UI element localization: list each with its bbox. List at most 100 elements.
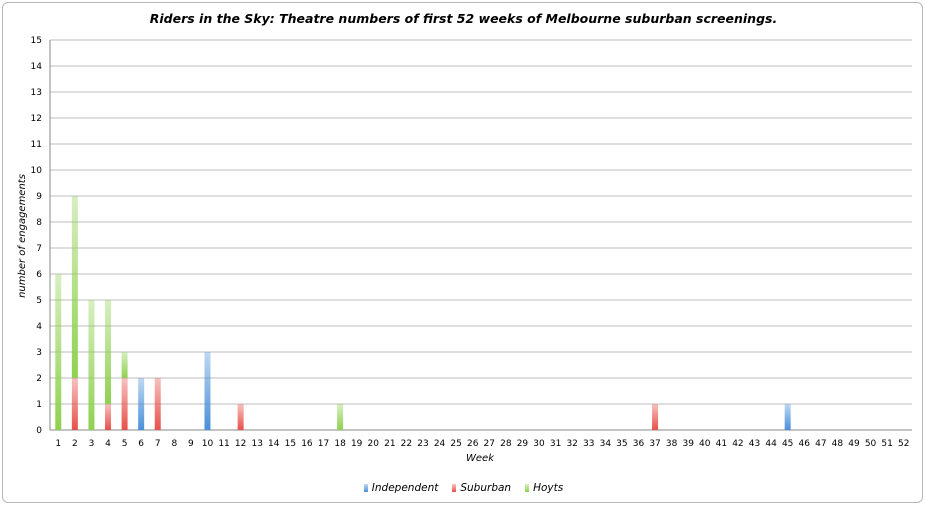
x-tick-label: 25 — [450, 439, 461, 449]
x-tick-label: 21 — [384, 439, 395, 449]
bars — [55, 196, 791, 430]
x-tick-label: 24 — [434, 439, 446, 449]
x-tick-label: 4 — [105, 439, 111, 449]
x-tick-label: 23 — [417, 439, 428, 449]
x-tick-label: 37 — [649, 439, 660, 449]
bar-hoyts-week-4 — [105, 300, 112, 404]
x-tick-label: 41 — [716, 439, 727, 449]
legend-item-hoyts: Hoyts — [525, 482, 563, 494]
x-tick-label: 27 — [484, 439, 495, 449]
x-tick-label: 6 — [138, 439, 144, 449]
x-tick-label: 2 — [72, 439, 78, 449]
x-tick-label: 13 — [251, 439, 262, 449]
y-tick-label: 5 — [36, 296, 42, 306]
y-tick-label: 12 — [31, 114, 42, 124]
y-tick-label: 10 — [31, 166, 43, 176]
x-tick-label: 35 — [616, 439, 627, 449]
y-tick-label: 2 — [36, 374, 42, 384]
bar-suburban-week-37 — [652, 404, 659, 430]
x-tick-label: 8 — [171, 439, 177, 449]
x-tick-label: 19 — [351, 439, 363, 449]
x-tick-label: 50 — [865, 439, 877, 449]
x-tick-label: 22 — [401, 439, 412, 449]
x-tick-label: 46 — [799, 439, 811, 449]
y-tick-label: 0 — [36, 426, 42, 436]
x-tick-label: 17 — [318, 439, 329, 449]
x-tick-label: 34 — [600, 439, 612, 449]
chart-title: Riders in the Sky: Theatre numbers of fi… — [149, 11, 778, 26]
y-tick-label: 6 — [36, 270, 42, 280]
legend-swatch — [452, 484, 457, 492]
x-tick-label: 5 — [122, 439, 128, 449]
x-tick-label: 47 — [815, 439, 826, 449]
bar-suburban-week-5 — [121, 378, 128, 430]
x-tick-label: 43 — [749, 439, 760, 449]
x-tick-label: 16 — [301, 439, 313, 449]
x-tick-label: 26 — [467, 439, 479, 449]
x-tick-label: 51 — [881, 439, 892, 449]
bar-independent-week-6 — [138, 378, 145, 430]
x-tick-label: 3 — [89, 439, 95, 449]
bar-hoyts-week-18 — [337, 404, 344, 430]
x-tick-label: 15 — [285, 439, 296, 449]
x-tick-label: 49 — [848, 439, 860, 449]
x-tick-label: 38 — [666, 439, 678, 449]
y-tick-label: 1 — [36, 400, 42, 410]
x-tick-label: 40 — [699, 439, 711, 449]
bar-independent-week-45 — [784, 404, 791, 430]
x-tick-label: 44 — [765, 439, 777, 449]
legend-item-suburban: Suburban — [452, 482, 511, 494]
x-tick-label: 30 — [533, 439, 545, 449]
x-tick-label: 11 — [218, 439, 229, 449]
x-tick-label: 9 — [188, 439, 194, 449]
y-tick-label: 4 — [36, 322, 42, 332]
bar-suburban-week-12 — [237, 404, 244, 430]
y-tick-label: 15 — [31, 36, 42, 46]
legend-label: Suburban — [460, 482, 512, 494]
x-tick-label: 36 — [633, 439, 645, 449]
bar-suburban-week-2 — [71, 378, 78, 430]
grid-lines — [50, 39, 912, 431]
x-tick-label: 14 — [268, 439, 280, 449]
x-tick-label: 33 — [583, 439, 594, 449]
legend-swatch — [525, 484, 530, 492]
x-tick-label: 12 — [235, 439, 246, 449]
y-axis-label: number of engagements — [17, 174, 28, 298]
bar-suburban-week-4 — [105, 404, 112, 430]
x-tick-label: 39 — [682, 439, 694, 449]
x-tick-label: 29 — [517, 439, 529, 449]
x-tick-label: 1 — [55, 439, 61, 449]
legend-label: Independent — [371, 482, 439, 494]
x-tick-label: 31 — [550, 439, 561, 449]
x-axis-label: Week — [466, 453, 495, 464]
y-tick-label: 11 — [31, 140, 42, 150]
x-tick-label: 48 — [832, 439, 844, 449]
x-tick-label: 20 — [368, 439, 380, 449]
bar-hoyts-week-3 — [88, 300, 95, 430]
x-tick-label: 18 — [334, 439, 346, 449]
legend: Independent Suburban Hoyts — [0, 482, 927, 494]
x-tick-label: 42 — [732, 439, 743, 449]
bar-suburban-week-7 — [154, 378, 161, 430]
legend-item-independent: Independent — [363, 482, 439, 494]
y-tick-label: 8 — [36, 218, 42, 228]
x-tick-label: 28 — [500, 439, 512, 449]
legend-swatch — [363, 484, 368, 492]
bar-independent-week-10 — [204, 352, 211, 430]
x-tick-label: 7 — [155, 439, 161, 449]
x-tick-label: 52 — [898, 439, 909, 449]
y-tick-label: 7 — [36, 244, 42, 254]
x-tick-label: 10 — [202, 439, 214, 449]
bar-hoyts-week-1 — [55, 274, 62, 430]
legend-label: Hoyts — [533, 482, 564, 494]
y-tick-label: 9 — [36, 192, 42, 202]
y-tick-label: 14 — [31, 62, 43, 72]
x-tick-label: 45 — [782, 439, 793, 449]
bar-hoyts-week-2 — [71, 196, 78, 378]
y-tick-label: 3 — [36, 348, 42, 358]
bar-hoyts-week-5 — [121, 352, 128, 378]
x-tick-label: 32 — [566, 439, 577, 449]
y-tick-label: 13 — [31, 88, 42, 98]
